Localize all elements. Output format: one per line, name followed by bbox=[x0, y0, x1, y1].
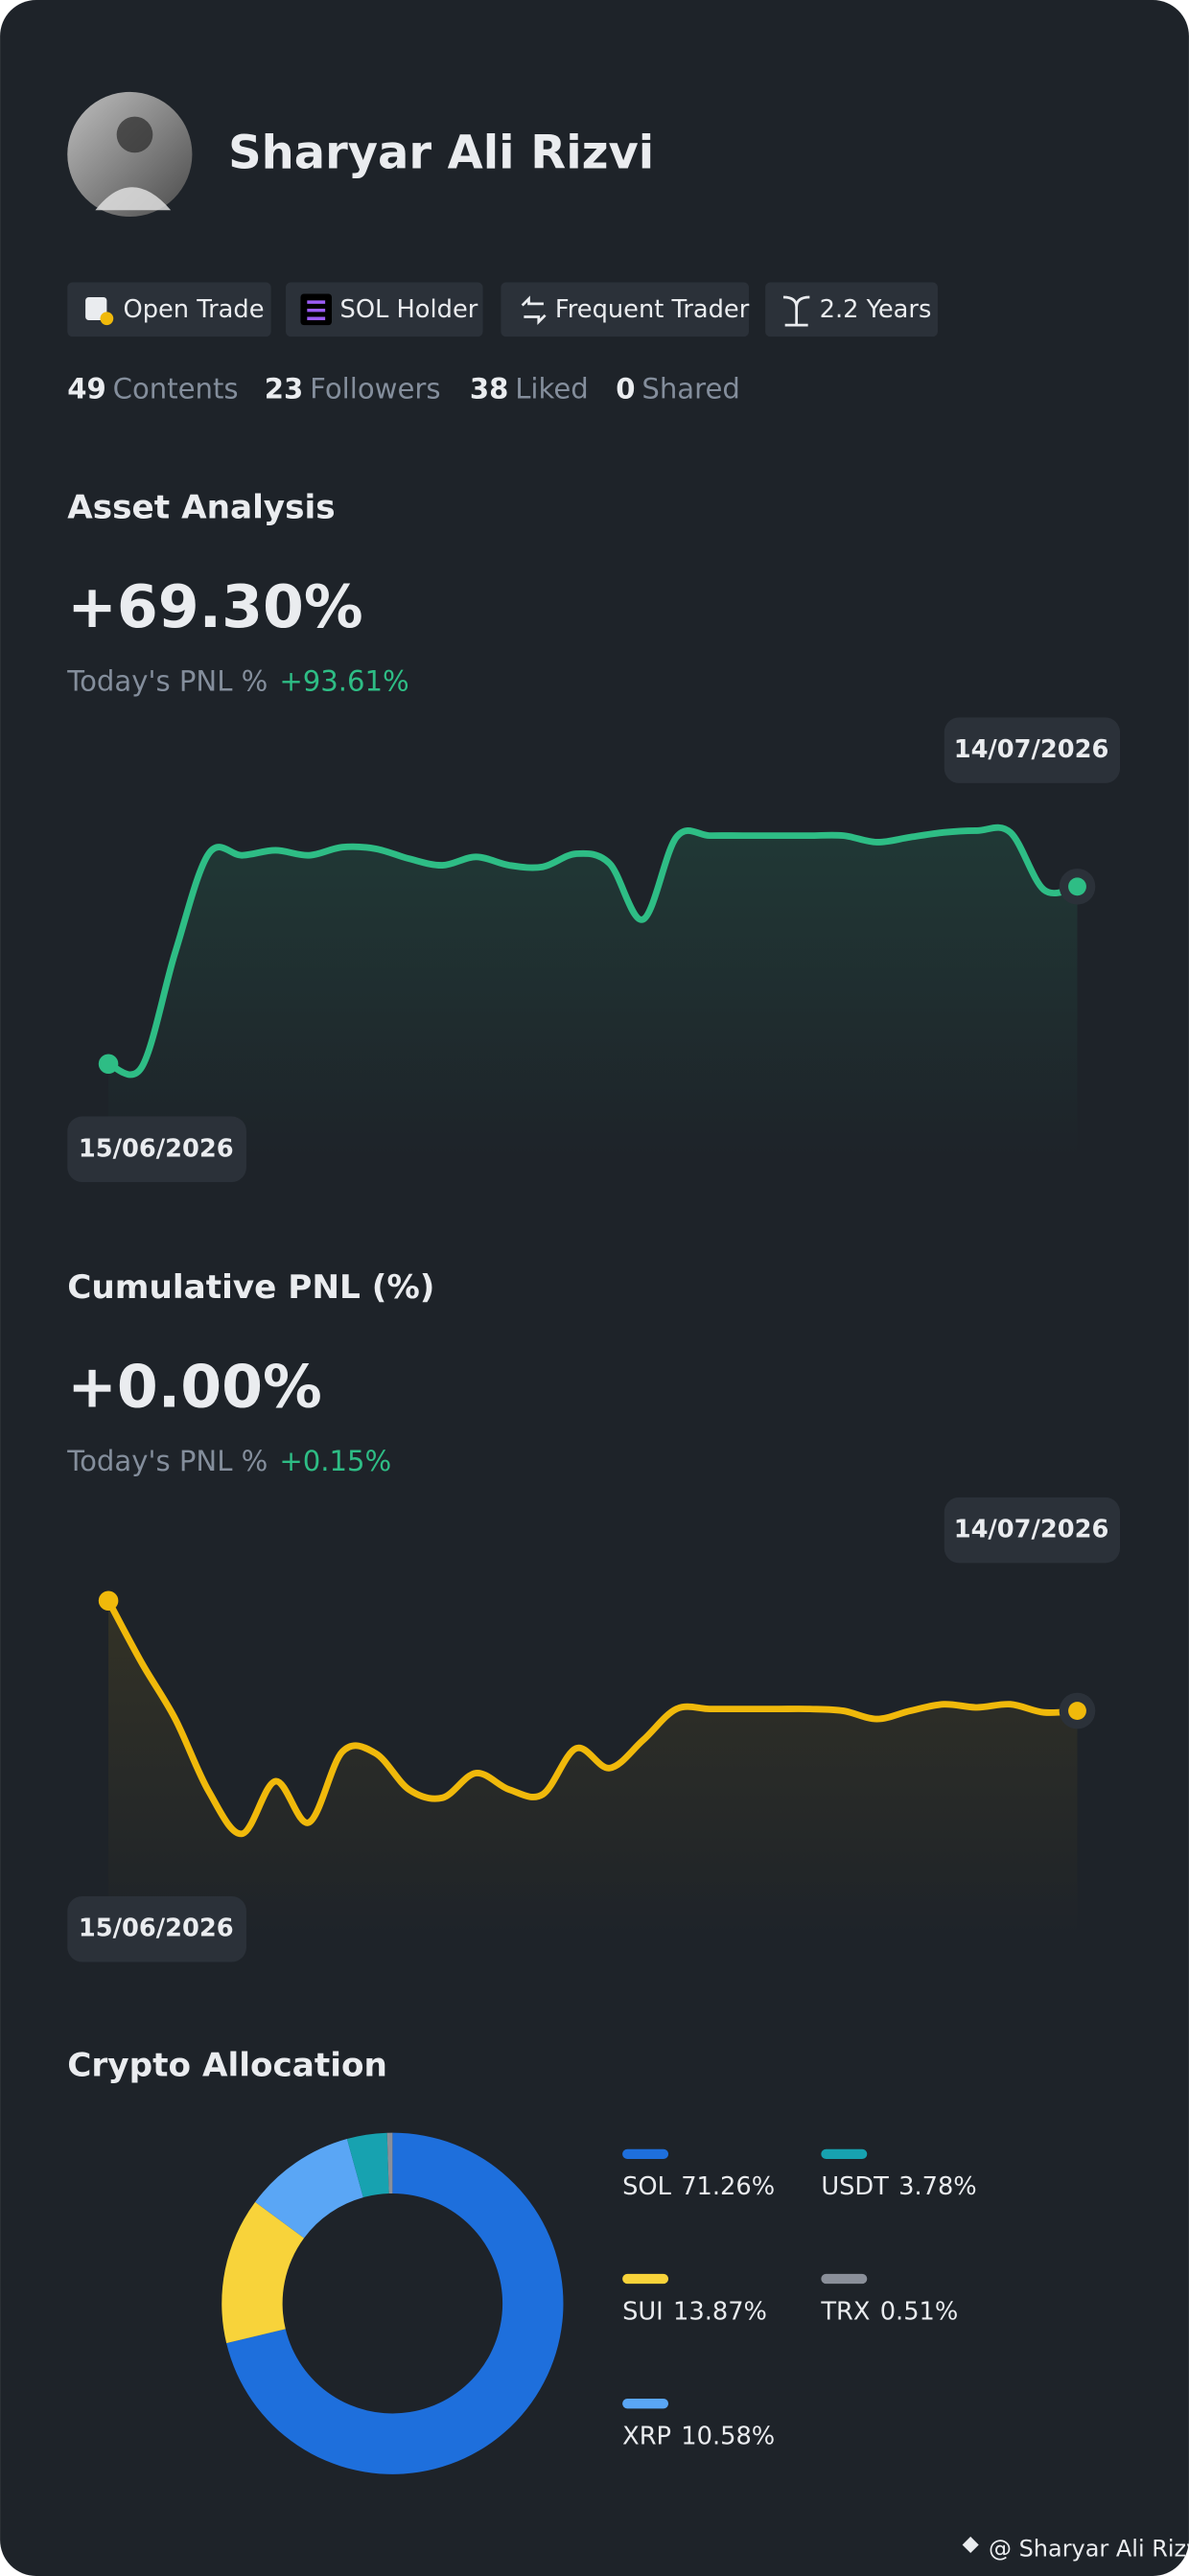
legend-item: XRP 10.58% bbox=[622, 2422, 775, 2450]
pnl-value: +0.15% bbox=[279, 1445, 391, 1477]
area bbox=[108, 1600, 1078, 1938]
end-dot bbox=[1068, 1702, 1086, 1720]
legend-name: XRP bbox=[622, 2422, 671, 2450]
section-title: Crypto Allocation bbox=[67, 2047, 387, 2085]
stat-value: 23 bbox=[265, 373, 304, 406]
section-title: Cumulative PNL (%) bbox=[67, 1268, 434, 1307]
headline: +69.30% bbox=[67, 572, 362, 641]
stat: 23 Followers bbox=[265, 373, 441, 406]
badge-icon bbox=[100, 312, 114, 326]
avatar-face bbox=[116, 116, 153, 153]
legend-value: 10.58% bbox=[681, 2422, 775, 2450]
legend-item: SOL 71.26% bbox=[622, 2172, 775, 2201]
pnl: Today's PNL % +93.61% bbox=[66, 664, 408, 697]
legend-name: SUI bbox=[622, 2297, 664, 2326]
pnl-label: Today's PNL % bbox=[66, 1445, 268, 1477]
badge[interactable] bbox=[501, 282, 749, 337]
start-dot bbox=[98, 1054, 119, 1075]
start-date: 15/06/2026 bbox=[79, 1915, 234, 1943]
date-tag bbox=[67, 1116, 246, 1183]
legend-value: 71.26% bbox=[681, 2172, 775, 2201]
section-title: Asset Analysis bbox=[67, 488, 335, 526]
avatar[interactable] bbox=[67, 91, 193, 218]
stat-value: 49 bbox=[67, 373, 106, 406]
stat-value: 38 bbox=[470, 373, 509, 406]
avatar-body bbox=[95, 187, 172, 211]
legend-item: TRX 0.51% bbox=[820, 2297, 958, 2326]
footer: @ Sharyar Ali Rizvi bbox=[989, 2536, 1189, 2563]
badge-label: 2.2 Years bbox=[820, 295, 932, 324]
stat: 49 Contents bbox=[67, 373, 238, 406]
end-date: 14/07/2026 bbox=[954, 735, 1109, 764]
donut-slice bbox=[255, 2139, 363, 2239]
stat: 38 Liked bbox=[470, 373, 589, 406]
stats: 49 Contents 23 Followers 38 Liked 0 Shared bbox=[67, 373, 740, 406]
headline: +0.00% bbox=[67, 1353, 322, 1422]
area bbox=[108, 827, 1078, 1158]
legend-value: 3.78% bbox=[898, 2172, 977, 2201]
badge-label: SOL Holder bbox=[340, 295, 478, 324]
pnl-label: Today's PNL % bbox=[66, 664, 268, 697]
footer-logo bbox=[962, 2536, 979, 2554]
stat: 0 Shared bbox=[616, 373, 740, 406]
legend-item: USDT 3.78% bbox=[821, 2172, 976, 2201]
start-dot bbox=[98, 1590, 119, 1612]
pnl-value: +93.61% bbox=[279, 664, 408, 697]
stat-label: Shared bbox=[641, 373, 739, 406]
profile-name: Sharyar Ali Rizvi bbox=[228, 127, 654, 180]
legend-swatch bbox=[821, 2148, 868, 2160]
legend-name: TRX bbox=[820, 2297, 870, 2326]
stat-value: 0 bbox=[616, 373, 635, 406]
start-date: 15/06/2026 bbox=[79, 1134, 234, 1163]
badge-label: Frequent Trader bbox=[555, 295, 750, 324]
date-tag bbox=[944, 717, 1121, 783]
donut-slice bbox=[386, 2132, 393, 2194]
legend-swatch bbox=[622, 2148, 669, 2160]
legend-item: SUI 13.87% bbox=[622, 2297, 767, 2326]
line bbox=[105, 1597, 1081, 1838]
legend-name: USDT bbox=[821, 2172, 889, 2201]
badge-icon bbox=[782, 295, 810, 327]
badge[interactable] bbox=[286, 282, 483, 337]
stat-label: Liked bbox=[515, 373, 589, 406]
legend-swatch bbox=[622, 2273, 669, 2285]
donut-slice bbox=[221, 2201, 305, 2344]
end-date: 14/07/2026 bbox=[954, 1516, 1109, 1544]
stat-label: Contents bbox=[113, 373, 239, 406]
donut-slice bbox=[346, 2132, 389, 2198]
legend-value: 13.87% bbox=[673, 2297, 767, 2326]
badge-icon bbox=[85, 296, 107, 320]
donut-slice bbox=[226, 2132, 564, 2474]
legend-value: 0.51% bbox=[880, 2297, 959, 2326]
date-tag bbox=[944, 1497, 1121, 1564]
legend-swatch bbox=[622, 2399, 669, 2409]
end-dot bbox=[1068, 877, 1086, 896]
badge-icon bbox=[307, 300, 326, 320]
legend-swatch bbox=[821, 2273, 868, 2285]
pnl: Today's PNL % +0.15% bbox=[66, 1445, 391, 1477]
legend-name: SOL bbox=[622, 2172, 672, 2201]
badge-icon bbox=[521, 295, 547, 325]
badge-label: Open Trade bbox=[123, 295, 264, 324]
line bbox=[105, 824, 1081, 1079]
stat-label: Followers bbox=[310, 373, 440, 406]
date-tag bbox=[67, 1896, 246, 1962]
badge[interactable] bbox=[67, 282, 271, 337]
